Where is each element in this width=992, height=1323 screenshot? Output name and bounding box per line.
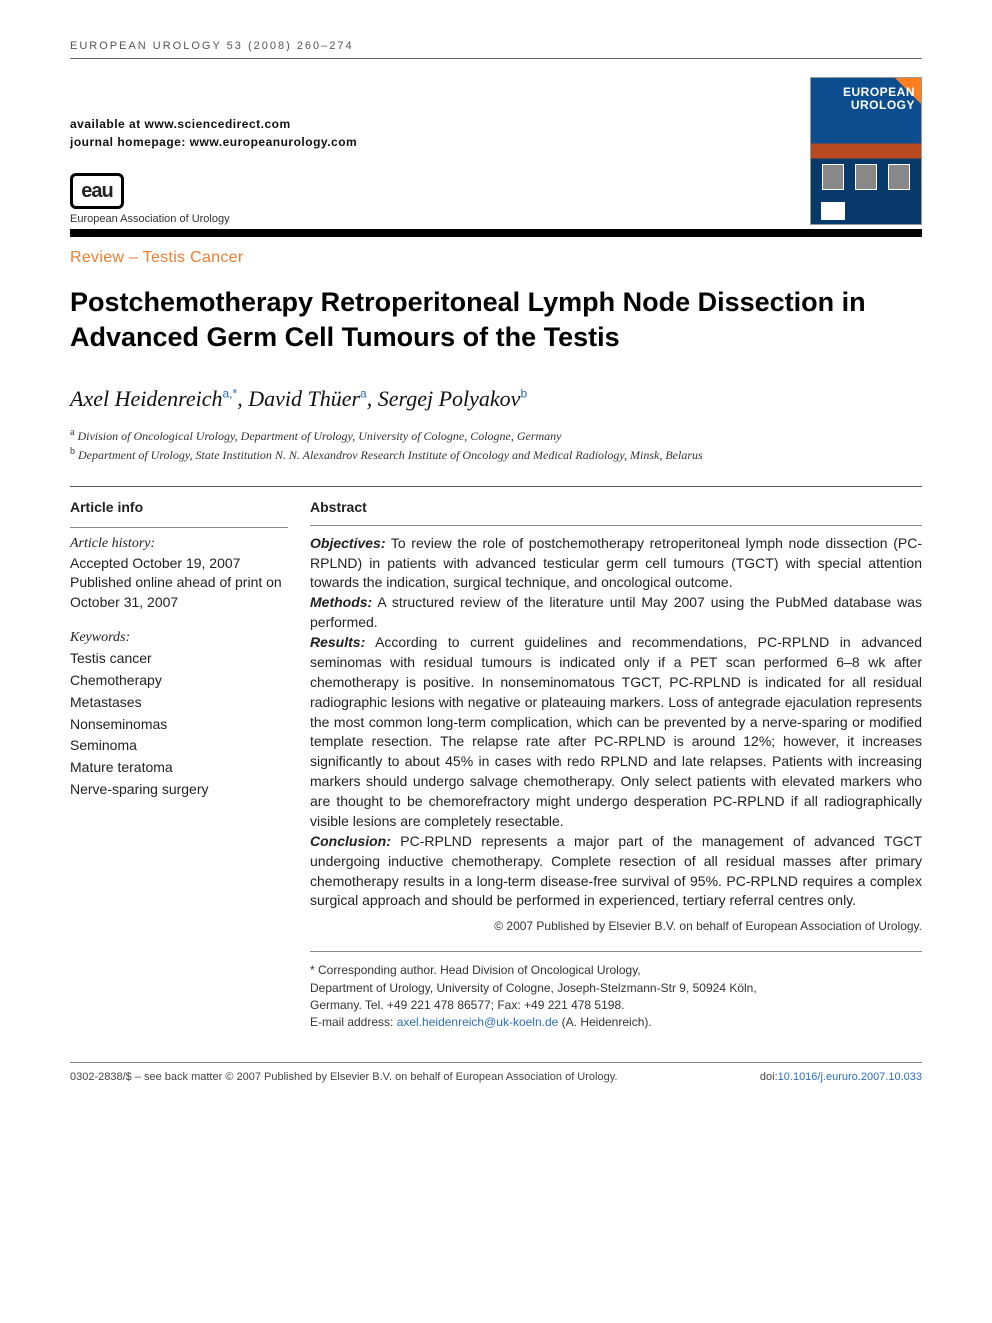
eau-logo-block: eau European Association of Urology	[70, 173, 810, 225]
abstract-heading: Abstract	[310, 499, 922, 521]
heavy-rule	[70, 229, 922, 237]
affiliations: a Division of Oncological Urology, Depar…	[70, 426, 922, 464]
article-type: Review – Testis Cancer	[70, 249, 922, 267]
abstract-column: Abstract Objectives: To review the role …	[310, 499, 922, 1032]
abstract-section-label: Results:	[310, 634, 365, 650]
keyword: Chemotherapy	[70, 670, 288, 692]
corresp-line: Germany. Tel. +49 221 478 86577; Fax: +4…	[310, 998, 624, 1012]
article-title: Postchemotherapy Retroperitoneal Lymph N…	[70, 285, 922, 354]
doi-link[interactable]: 10.1016/j.eururo.2007.10.033	[778, 1071, 922, 1083]
history-line: Accepted October 19, 2007	[70, 555, 240, 571]
email-suffix: (A. Heidenreich).	[558, 1015, 651, 1029]
corresp-line: Corresponding author. Head Division of O…	[318, 963, 641, 977]
corresponding-author: * Corresponding author. Head Division of…	[310, 951, 922, 1032]
keywords-label: Keywords:	[70, 630, 288, 646]
history-line: Published online ahead of print on Octob…	[70, 574, 282, 610]
header-top-row: available at www.sciencedirect.com journ…	[70, 77, 922, 225]
author-aff: a	[360, 387, 367, 401]
abstract-copyright: © 2007 Published by Elsevier B.V. on beh…	[310, 919, 922, 933]
corresp-email-link[interactable]: axel.heidenreich@uk-koeln.de	[397, 1015, 559, 1029]
keywords-list: Testis cancer Chemotherapy Metastases No…	[70, 648, 288, 800]
author: Axel Heidenreich	[70, 386, 223, 411]
eau-subtitle: European Association of Urology	[70, 213, 810, 225]
header-left: available at www.sciencedirect.com journ…	[70, 117, 810, 225]
abstract-section-text: PC-RPLND represents a major part of the …	[310, 833, 922, 909]
cover-title: EUROPEAN UROLOGY	[843, 86, 915, 111]
footer-doi: doi:10.1016/j.eururo.2007.10.033	[760, 1071, 922, 1083]
abstract-section-label: Conclusion:	[310, 833, 391, 849]
author: David Thüer	[248, 386, 360, 411]
author-aff: a,*	[223, 387, 238, 401]
keyword: Nerve-sparing surgery	[70, 779, 288, 801]
cover-thumb	[888, 164, 910, 190]
footer-left: 0302-2838/$ – see back matter © 2007 Pub…	[70, 1071, 617, 1083]
affiliation: a Division of Oncological Urology, Depar…	[70, 426, 922, 445]
keyword: Testis cancer	[70, 648, 288, 670]
article-info-heading: Article info	[70, 499, 288, 521]
article-history-body: Accepted October 19, 2007 Published onli…	[70, 554, 288, 613]
corresp-star: *	[310, 963, 315, 977]
affiliation: b Department of Urology, State Instituti…	[70, 445, 922, 464]
authors-line: Axel Heidenreicha,*, David Thüera, Serge…	[70, 386, 922, 412]
abstract-section-label: Methods:	[310, 594, 372, 610]
eau-logo-icon: eau	[70, 173, 124, 209]
abstract-section-text: A structured review of the literature un…	[310, 594, 922, 630]
email-label: E-mail address:	[310, 1015, 397, 1029]
abstract-section-label: Objectives:	[310, 535, 385, 551]
keyword: Nonseminomas	[70, 714, 288, 736]
keyword: Mature teratoma	[70, 757, 288, 779]
cover-thumbnails	[811, 164, 921, 190]
keyword: Metastases	[70, 692, 288, 714]
availability-line-2: journal homepage: www.europeanurology.co…	[70, 135, 810, 149]
page-footer: 0302-2838/$ – see back matter © 2007 Pub…	[70, 1062, 922, 1083]
cover-thumb	[855, 164, 877, 190]
cover-barcode-icon	[821, 202, 845, 220]
main-two-column: Article info Article history: Accepted O…	[70, 486, 922, 1032]
article-info-column: Article info Article history: Accepted O…	[70, 499, 288, 1032]
cover-thumb	[822, 164, 844, 190]
doi-label: doi:	[760, 1071, 778, 1083]
abstract-section-text: To review the role of postchemotherapy r…	[310, 535, 922, 591]
author: Sergej Polyakov	[378, 386, 521, 411]
running-head: european urology 53 (2008) 260–274	[70, 40, 922, 59]
corresp-line: Department of Urology, University of Col…	[310, 981, 757, 995]
author-aff: b	[520, 387, 527, 401]
abstract-body: Objectives: To review the role of postch…	[310, 534, 922, 912]
article-history-label: Article history:	[70, 536, 288, 552]
cover-title-line2: UROLOGY	[851, 98, 915, 112]
abstract-section-text: According to current guidelines and reco…	[310, 634, 922, 829]
availability-line-1: available at www.sciencedirect.com	[70, 117, 810, 131]
keyword: Seminoma	[70, 735, 288, 757]
journal-cover-thumbnail: EUROPEAN UROLOGY	[810, 77, 922, 225]
